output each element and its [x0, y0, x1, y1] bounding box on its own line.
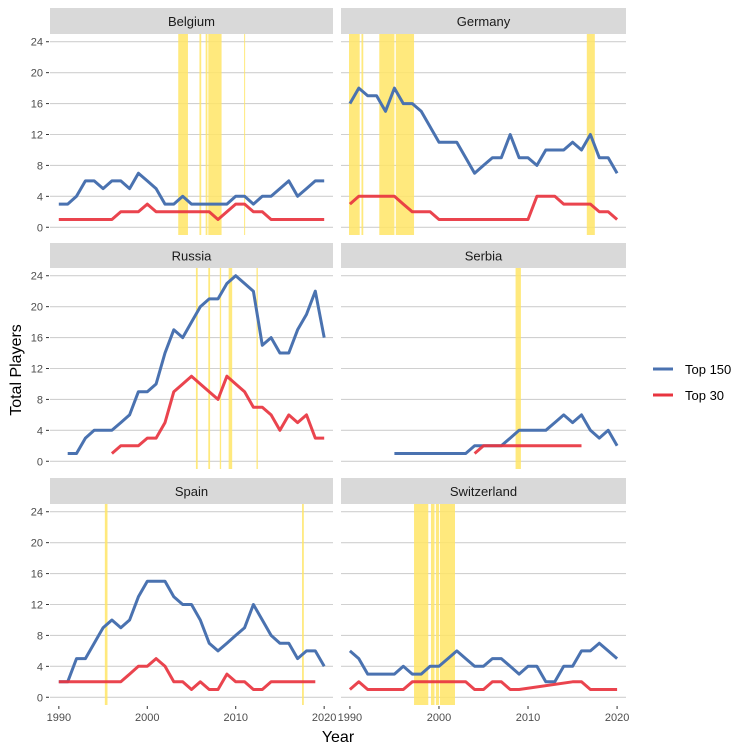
y-tick-label: 12 — [31, 364, 43, 376]
panel-switzerland: Switzerland 1990 2000 2010 2020 — [338, 478, 629, 724]
highlight-band — [219, 268, 222, 469]
highlight-band — [205, 34, 208, 235]
series-line-top-150 — [348, 86, 619, 175]
highlight-band — [435, 504, 439, 705]
x-tick-label: 1990 — [338, 712, 362, 724]
y-tick-label: 20 — [31, 68, 43, 80]
highlight-band — [414, 504, 429, 705]
y-tick-label: 4 — [37, 425, 43, 437]
facet-strip-belgium — [50, 8, 333, 34]
highlight-band — [199, 34, 202, 235]
highlight-band — [244, 34, 246, 235]
facet-strip-serbia — [341, 243, 626, 268]
series-line-top-150 — [58, 171, 325, 206]
y-tick-label: 24 — [31, 507, 43, 519]
y-tick-label: 16 — [31, 333, 43, 345]
highlight-band — [395, 34, 415, 235]
facet-title-russia: Russia — [172, 249, 213, 264]
legend-label-top-150: Top 150 — [685, 362, 731, 377]
x-tick-label: 2000 — [427, 712, 451, 724]
legend-label-top-30: Top 30 — [685, 388, 724, 403]
series-line-top-30 — [58, 657, 316, 691]
y-tick-label: 4 — [37, 661, 43, 673]
series-line-top-30 — [110, 374, 325, 455]
panel-belgium: Belgium 0 4 8 12 16 20 24 — [31, 8, 333, 235]
y-tick-label: 4 — [37, 191, 43, 203]
facet-strip-spain — [50, 478, 333, 504]
x-tick-label: 2010 — [223, 712, 247, 724]
y-tick-label: 0 — [37, 222, 43, 234]
panel-spain: Spain 0 4 8 12 16 20 24 1990 2000 2010 2020 — [31, 478, 336, 724]
series-line-top-150 — [67, 274, 326, 455]
x-tick-label: 2000 — [135, 712, 159, 724]
y-tick-label: 20 — [31, 538, 43, 550]
y-tick-label: 16 — [31, 99, 43, 111]
facet-title-germany: Germany — [457, 14, 511, 29]
legend: Top 150 Top 30 — [653, 362, 731, 403]
y-tick-label: 0 — [37, 456, 43, 468]
facet-title-belgium: Belgium — [168, 14, 215, 29]
highlight-band — [228, 268, 233, 469]
y-tick-label: 16 — [31, 569, 43, 581]
x-tick-label: 2020 — [605, 712, 629, 724]
highlight-band — [379, 34, 395, 235]
panel-russia: Russia 0 4 8 12 16 20 24 — [31, 243, 333, 469]
facet-strip-switzerland — [341, 478, 626, 504]
x-tick-label: 2020 — [312, 712, 336, 724]
y-tick-label: 24 — [31, 37, 43, 49]
y-tick-label: 0 — [37, 692, 43, 704]
y-tick-label: 8 — [37, 394, 43, 406]
highlight-band — [256, 268, 258, 469]
series-line-top-30 — [348, 680, 618, 691]
highlight-band — [430, 504, 435, 705]
y-tick-label: 8 — [37, 630, 43, 642]
highlight-band — [349, 34, 360, 235]
panel-germany: Germany — [341, 8, 626, 235]
highlight-band — [208, 268, 211, 469]
y-axis-title: Total Players — [8, 324, 25, 416]
highlight-band — [439, 504, 455, 705]
y-tick-label: 24 — [31, 271, 43, 283]
facet-strip-russia — [50, 243, 333, 268]
x-axis-title: Year — [322, 729, 355, 746]
y-tick-label: 20 — [31, 302, 43, 314]
series-line-top-30 — [473, 444, 582, 455]
highlight-band — [302, 504, 304, 705]
series-line-top-150 — [348, 641, 619, 684]
highlight-band — [195, 268, 198, 469]
x-tick-label: 1990 — [47, 712, 71, 724]
series-line-top-30 — [348, 194, 619, 221]
series-line-top-150 — [394, 413, 619, 455]
highlight-band — [515, 268, 521, 469]
facet-title-serbia: Serbia — [465, 249, 503, 264]
facet-title-spain: Spain — [175, 484, 208, 499]
y-tick-label: 12 — [31, 130, 43, 142]
highlight-band — [104, 504, 108, 705]
highlight-band — [361, 34, 364, 235]
highlight-band — [178, 34, 188, 235]
x-tick-label: 2010 — [516, 712, 540, 724]
panels-layer: Belgium 0 4 8 12 16 20 24 Germany Russia 0 4 8 12 16 20… — [31, 8, 629, 724]
highlight-band — [208, 34, 222, 235]
y-tick-label: 12 — [31, 600, 43, 612]
y-tick-label: 8 — [37, 160, 43, 172]
facet-strip-germany — [341, 8, 626, 34]
panel-serbia: Serbia — [341, 243, 626, 469]
facet-title-switzerland: Switzerland — [450, 484, 517, 499]
